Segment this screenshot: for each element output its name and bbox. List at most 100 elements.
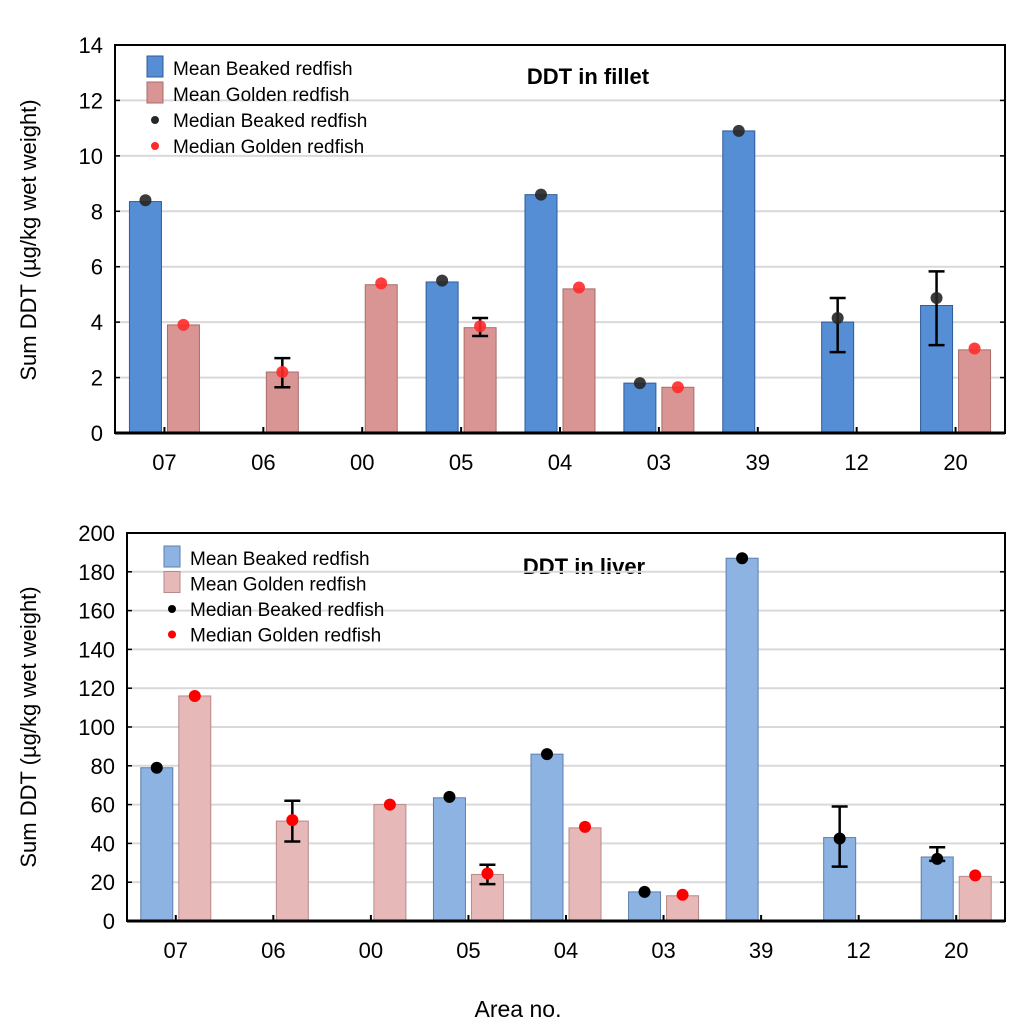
bar-mean-golden: [661, 386, 695, 434]
point-median-beaked: [436, 274, 449, 287]
point-median-golden: [188, 689, 201, 702]
legend-item: Mean Beaked redfish: [163, 545, 370, 570]
x-tick-label: 05: [449, 450, 473, 475]
x-tick-label: 06: [251, 450, 275, 475]
point-median-golden: [375, 277, 388, 290]
x-tick-label: 07: [164, 938, 188, 963]
legend-label: Mean Beaked redfish: [190, 549, 370, 570]
point-median-beaked: [638, 885, 651, 898]
point-median-golden: [276, 366, 289, 379]
point-median-golden: [286, 814, 299, 827]
y-tick-label: 160: [78, 599, 115, 624]
point-median-beaked: [150, 761, 163, 774]
point-median-beaked: [541, 748, 553, 761]
bar-mean-golden: [562, 288, 596, 434]
bar-mean-beaked: [722, 130, 756, 434]
point-median-golden: [676, 888, 689, 901]
y-tick-label: 180: [78, 560, 115, 585]
y-tick-label: 4: [91, 310, 103, 335]
y-tick-label: 12: [79, 88, 103, 113]
point-median-golden: [383, 798, 396, 811]
chart-title: DDT in liver: [523, 554, 646, 579]
point-median-beaked: [833, 832, 846, 845]
y-tick-label: 100: [78, 715, 115, 740]
legend-swatch-beaked: [146, 55, 164, 78]
x-tick-label: 06: [261, 938, 285, 963]
bar-mean-golden: [463, 327, 497, 434]
y-tick-label: 120: [78, 676, 115, 701]
bar-mean-beaked: [524, 194, 558, 434]
y-tick-label: 200: [78, 521, 115, 546]
point-median-golden: [481, 867, 494, 880]
legend-item: Median Beaked redfish: [168, 600, 384, 621]
legend-label: Median Golden redfish: [173, 137, 364, 158]
point-median-beaked: [633, 377, 646, 390]
legend: Mean Beaked redfish Mean Golden redfish Me…: [146, 55, 367, 158]
legend-label: Mean Golden redfish: [173, 85, 349, 106]
point-median-golden: [573, 281, 585, 294]
x-tick-label: 00: [359, 938, 383, 963]
x-axis-title: Area no.: [475, 996, 562, 1022]
bar-mean-beaked: [725, 557, 759, 922]
y-tick-label: 2: [91, 366, 103, 391]
legend-swatch-beaked: [163, 545, 181, 568]
legend-item: Median Golden redfish: [151, 137, 364, 158]
legend-label: Median Beaked redfish: [190, 600, 384, 621]
x-tick-label: 20: [944, 938, 968, 963]
y-tick-label: 10: [79, 144, 103, 169]
bar-mean-golden: [166, 324, 200, 434]
point-median-beaked: [930, 292, 943, 305]
legend-item: Mean Beaked redfish: [146, 55, 353, 80]
x-tick-label: 12: [844, 450, 868, 475]
bar-mean-golden: [958, 875, 992, 922]
point-median-golden: [968, 342, 981, 355]
y-tick-label: 140: [78, 637, 115, 662]
point-median-golden: [474, 320, 487, 333]
point-median-beaked: [139, 194, 152, 207]
legend-marker-beaked: [168, 605, 176, 613]
x-tick-label: 03: [651, 938, 675, 963]
x-tick-label: 00: [350, 450, 374, 475]
y-tick-label: 8: [91, 199, 103, 224]
y-tick-label: 80: [91, 754, 115, 779]
error-bar: [829, 296, 846, 354]
point-median-beaked: [831, 311, 844, 324]
point-median-beaked: [736, 552, 749, 565]
legend-item: Median Beaked redfish: [151, 111, 367, 132]
legend-item: Median Golden redfish: [168, 626, 381, 647]
error-bar: [928, 270, 945, 347]
x-tick-label: 39: [749, 938, 773, 963]
bar-mean-golden: [373, 804, 407, 922]
x-tick-label: 04: [548, 450, 572, 475]
legend-item: Mean Golden redfish: [146, 81, 349, 106]
point-median-golden: [969, 869, 982, 882]
y-tick-label: 6: [91, 255, 103, 280]
bar-mean-beaked: [432, 797, 466, 922]
legend-marker-golden: [151, 142, 159, 150]
bar-mean-beaked: [140, 767, 174, 922]
y-tick-label: 14: [79, 33, 103, 58]
x-tick-label: 39: [746, 450, 770, 475]
bar-mean-golden: [364, 284, 398, 434]
fillet-chart: DDT in fillet Sum DDT (µg/kg wet weight)…: [16, 33, 1006, 475]
legend-marker-beaked: [151, 116, 159, 124]
y-tick-label: 0: [91, 421, 103, 446]
bar-mean-beaked: [530, 753, 564, 922]
legend-label: Median Beaked redfish: [173, 111, 367, 132]
legend-label: Median Golden redfish: [190, 626, 381, 647]
legend-label: Mean Beaked redfish: [173, 59, 353, 80]
bar-mean-beaked: [425, 281, 459, 434]
x-tick-label: 03: [647, 450, 671, 475]
chart-title: DDT in fillet: [527, 64, 650, 89]
bar-mean-beaked: [623, 382, 657, 434]
bar-mean-golden: [958, 349, 992, 434]
legend-label: Mean Golden redfish: [190, 575, 366, 596]
point-median-beaked: [931, 852, 944, 865]
bar-mean-golden: [178, 695, 212, 922]
y-tick-label: 40: [91, 831, 115, 856]
x-tick-label: 12: [846, 938, 870, 963]
point-median-golden: [671, 381, 684, 394]
y-axis-label: Sum DDT (µg/kg wet weight): [16, 586, 41, 867]
y-tick-label: 60: [91, 793, 115, 818]
